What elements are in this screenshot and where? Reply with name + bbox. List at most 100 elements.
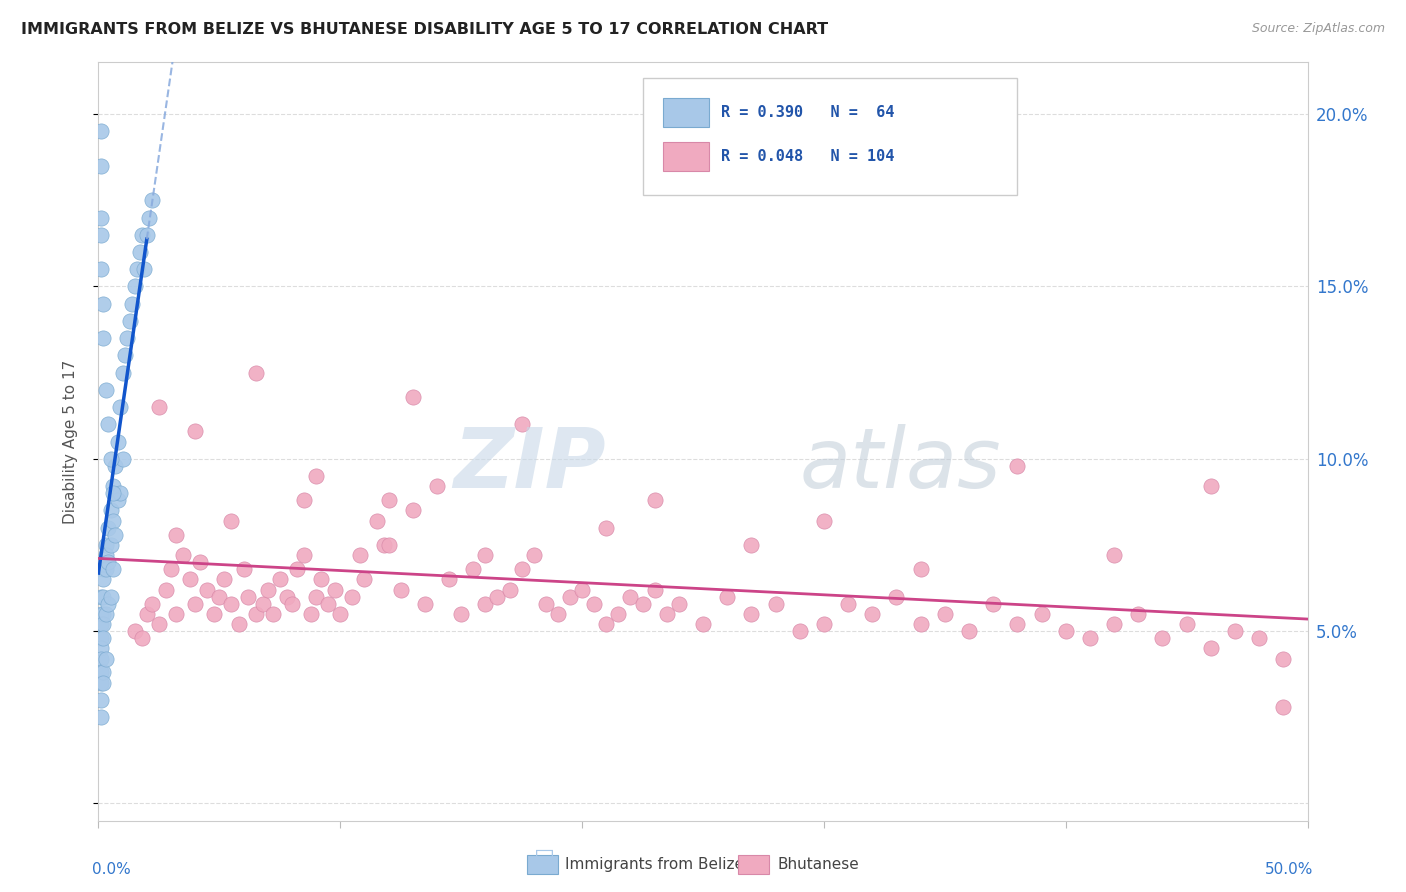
Point <box>668 597 690 611</box>
Point <box>474 597 496 611</box>
Point <box>644 493 666 508</box>
Point <box>1007 458 1029 473</box>
Point <box>644 582 666 597</box>
Point <box>1272 651 1295 665</box>
Point <box>373 538 395 552</box>
Point <box>523 548 546 563</box>
Point <box>97 555 120 569</box>
Point <box>91 296 114 310</box>
Point <box>90 651 112 665</box>
Point <box>94 383 117 397</box>
Point <box>117 331 139 345</box>
Point <box>292 493 315 508</box>
Point <box>534 597 557 611</box>
Point <box>1102 548 1125 563</box>
Point <box>1249 631 1271 645</box>
Point <box>716 590 738 604</box>
Point <box>97 597 120 611</box>
Point <box>1272 699 1295 714</box>
Point <box>90 159 112 173</box>
Point <box>1199 641 1222 656</box>
Point <box>813 617 835 632</box>
Point <box>111 366 134 380</box>
Point <box>789 624 811 639</box>
Text: Immigrants from Belize: Immigrants from Belize <box>565 857 744 871</box>
Point <box>934 607 956 621</box>
Point <box>547 607 569 621</box>
Point <box>91 617 114 632</box>
Bar <box>664 98 709 127</box>
Point <box>94 607 117 621</box>
Point <box>108 486 131 500</box>
Point <box>195 582 218 597</box>
Y-axis label: Disability Age 5 to 17: Disability Age 5 to 17 <box>63 359 77 524</box>
Point <box>90 631 112 645</box>
Point <box>135 227 157 242</box>
Point <box>90 675 112 690</box>
Point <box>813 514 835 528</box>
Point <box>1007 617 1029 632</box>
Point <box>655 607 678 621</box>
Text: Source: ZipAtlas.com: Source: ZipAtlas.com <box>1251 22 1385 36</box>
Point <box>90 590 112 604</box>
Point <box>188 555 211 569</box>
Point <box>94 548 117 563</box>
Point <box>316 597 339 611</box>
Text: 0.0%: 0.0% <box>93 863 131 878</box>
Point <box>474 548 496 563</box>
Point <box>252 597 274 611</box>
Point <box>90 641 112 656</box>
Point <box>172 548 194 563</box>
Point <box>276 590 298 604</box>
Point <box>101 514 124 528</box>
Point <box>281 597 304 611</box>
Point <box>141 194 163 208</box>
Point <box>97 417 120 432</box>
Text: ZIP: ZIP <box>454 424 606 505</box>
Point <box>595 617 617 632</box>
Point <box>571 582 593 597</box>
Point <box>1078 631 1101 645</box>
Point <box>100 590 122 604</box>
Text: R = 0.048   N = 104: R = 0.048 N = 104 <box>721 149 894 164</box>
Point <box>114 348 136 362</box>
Point <box>1152 631 1174 645</box>
Point <box>740 607 762 621</box>
Bar <box>664 142 709 171</box>
Point <box>127 262 149 277</box>
Point <box>366 514 388 528</box>
Point <box>486 590 509 604</box>
Point <box>108 400 131 414</box>
Point <box>1223 624 1246 639</box>
Point <box>90 211 112 225</box>
Point <box>124 279 146 293</box>
Point <box>981 597 1004 611</box>
Point <box>886 590 908 604</box>
Point <box>118 314 141 328</box>
Point <box>463 562 485 576</box>
Point <box>91 675 114 690</box>
Point <box>595 521 617 535</box>
Point <box>426 479 449 493</box>
Point <box>135 607 157 621</box>
Point <box>309 573 332 587</box>
Point <box>91 631 114 645</box>
Point <box>232 562 254 576</box>
Point <box>160 562 183 576</box>
Point <box>148 400 170 414</box>
Point <box>510 562 533 576</box>
Point <box>97 521 120 535</box>
Point <box>910 617 932 632</box>
Text: 50.0%: 50.0% <box>1265 863 1313 878</box>
Point <box>204 607 226 621</box>
Point <box>1054 624 1077 639</box>
Text: R = 0.390   N =  64: R = 0.390 N = 64 <box>721 105 894 120</box>
Point <box>128 244 150 259</box>
Point <box>325 582 347 597</box>
Point <box>262 607 284 621</box>
Point <box>212 573 235 587</box>
Point <box>389 582 412 597</box>
Point <box>245 366 267 380</box>
Point <box>238 590 260 604</box>
Point <box>165 607 187 621</box>
